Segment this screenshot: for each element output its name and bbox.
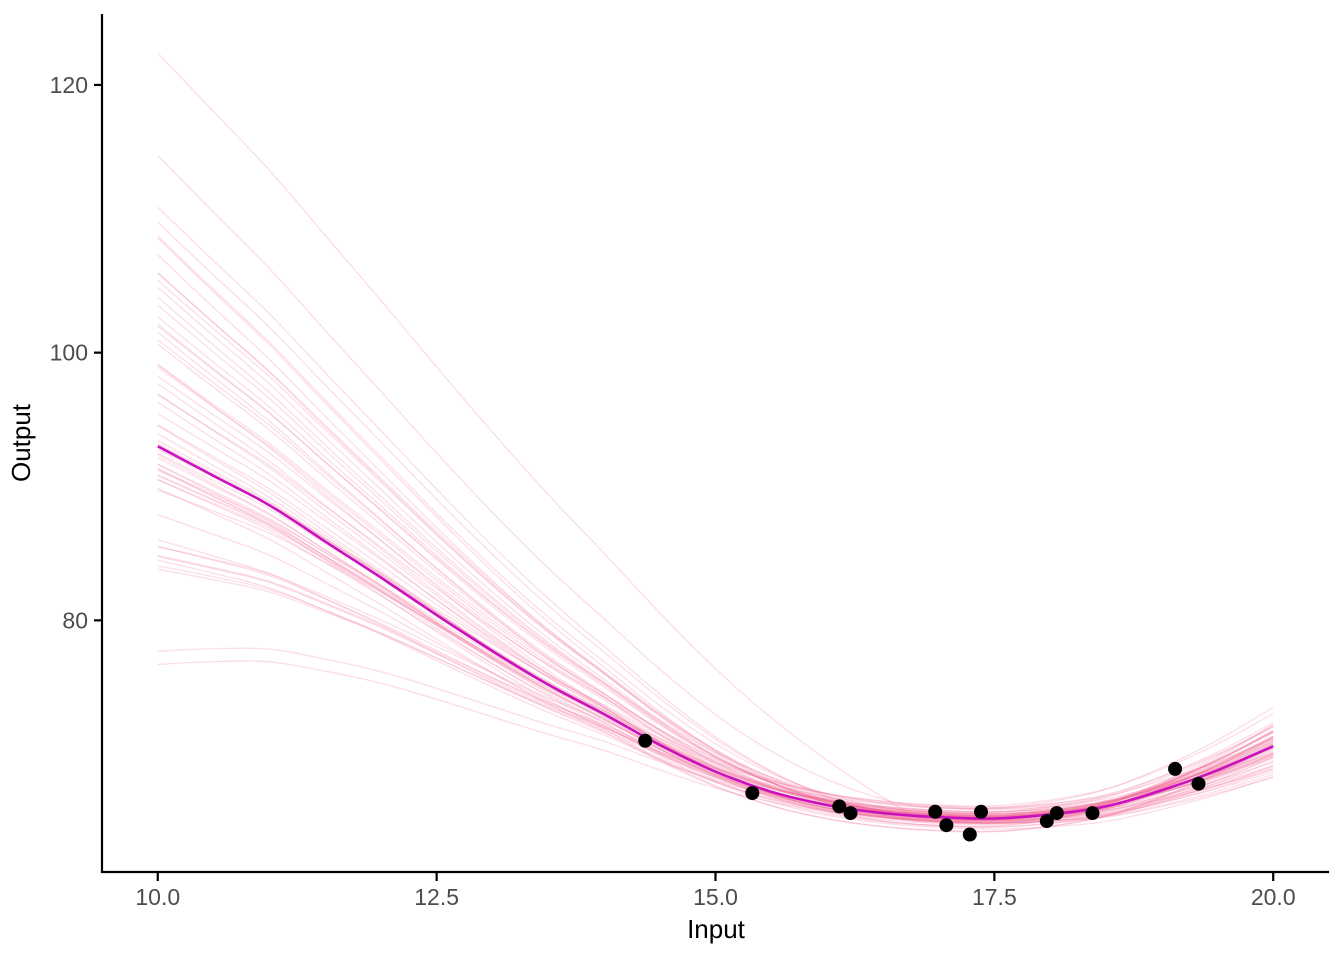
ensemble-curve [157,489,1274,807]
ensemble-curve [157,660,1274,824]
data-point [1168,761,1183,776]
axes: 10.0 12.5 15.0 17.5 20.0 80 100 120 [50,14,1329,910]
ensemble-curve [157,454,1274,828]
ensemble-curve [157,325,1274,810]
ensemble-curve [157,647,1274,818]
data-point [939,818,954,833]
data-point [962,827,977,842]
data-point [928,804,943,819]
y-axis-title: Output [6,403,36,482]
data-point [745,786,760,800]
y-tick-label: 100 [50,340,88,366]
x-axis-ticks: 10.0 12.5 15.0 17.5 20.0 [135,873,1296,910]
ensemble-curve [157,457,1274,824]
ensemble-curve [157,467,1274,833]
ensemble-curve [157,449,1274,808]
ensemble-curve [157,394,1274,809]
x-tick-label: 12.5 [414,884,459,910]
ensemble-curve [157,155,1274,810]
ensemble-curve [157,254,1274,822]
ensemble-curve [157,487,1274,833]
data-point [832,799,847,814]
x-tick-label: 20.0 [1251,884,1296,910]
y-tick-label: 120 [50,72,88,98]
ensemble-curve [157,206,1274,825]
x-tick-label: 15.0 [693,884,738,910]
data-point [1049,806,1064,821]
data-point [843,806,858,821]
x-tick-label: 10.0 [135,884,180,910]
data-point [1085,806,1100,821]
x-tick-label: 17.5 [972,884,1017,910]
data-points [638,733,1206,842]
ensemble-curve [157,221,1274,821]
ensemble-curves [157,52,1274,833]
data-point [1039,814,1054,829]
ensemble-curve [157,323,1274,817]
ensemble-curve [157,479,1274,815]
ensemble-curve [157,235,1274,815]
y-tick-label: 80 [62,607,88,633]
y-axis-ticks: 80 100 120 [50,72,102,633]
ensemble-curve [157,366,1274,817]
ensemble-curve [157,304,1274,818]
ensemble-curve [157,316,1274,818]
ensemble-curve [157,424,1274,817]
ensemble-curve [157,363,1274,813]
ensemble-curve [157,363,1274,828]
ensemble-curve [157,474,1274,816]
ensemble-curve [157,568,1274,813]
ensemble-curve [157,468,1274,814]
data-point [974,804,988,819]
ensemble-curve [157,343,1274,818]
x-axis-title: Input [687,914,746,944]
ensemble-curve [157,279,1274,820]
ensemble-curve [157,463,1274,830]
ensemble-curve [157,272,1274,815]
data-point [1191,776,1206,791]
ensemble-curve [157,339,1274,822]
ensemble-curve [157,237,1274,825]
ensemble-curve [157,296,1274,818]
ensemble-curve [157,286,1274,821]
data-point [638,733,653,748]
ensemble-curve [157,272,1274,818]
ensemble-curve [157,545,1274,811]
ensemble-curve [157,559,1274,824]
